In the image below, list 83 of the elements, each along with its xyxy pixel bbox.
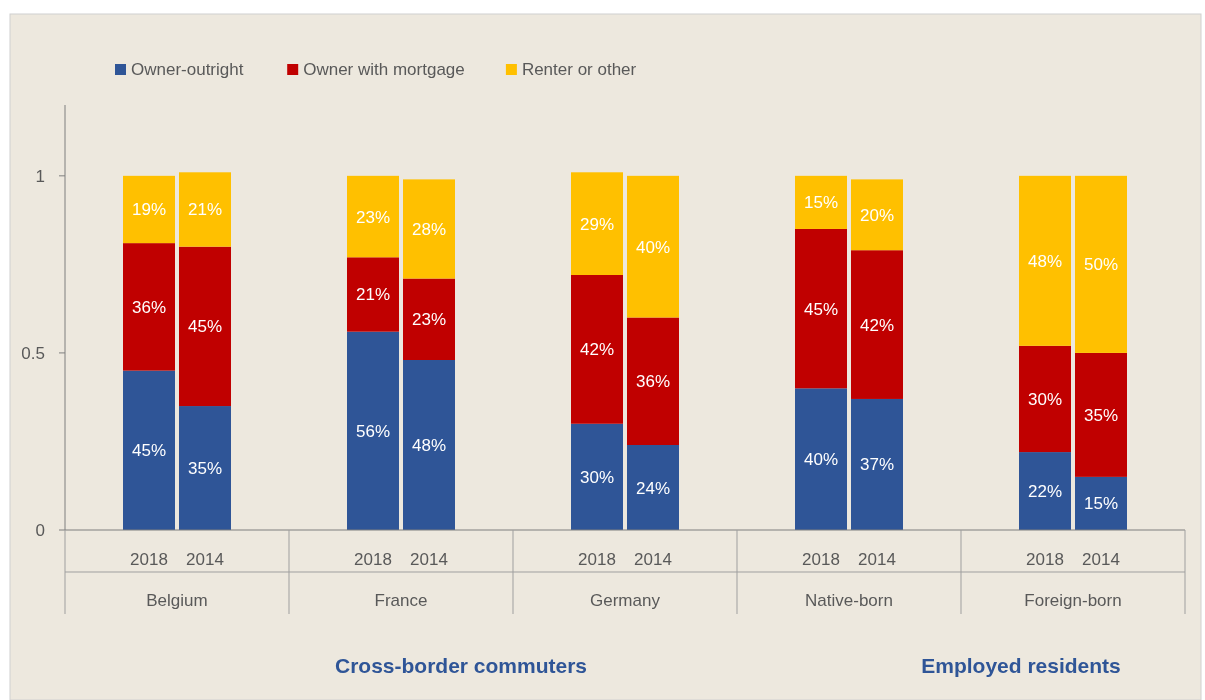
x-tick-label: 2014 [186, 550, 224, 569]
bar [1075, 352, 1127, 477]
bar [123, 243, 175, 371]
data-label: 19% [131, 200, 167, 220]
bar [571, 275, 623, 424]
data-label: 36% [131, 297, 167, 317]
bar [179, 246, 231, 407]
data-label: 37% [859, 455, 895, 475]
bar [795, 228, 847, 389]
x-tick-label: 2018 [802, 550, 840, 569]
data-label: 21% [355, 285, 391, 305]
text: Native-born [805, 591, 893, 610]
y-tick-label: 0.5 [21, 343, 45, 363]
x-tick-label: 2018 [130, 550, 168, 569]
data-label: 45% [803, 299, 839, 319]
x-tick-label: 2018 [354, 550, 392, 569]
bar [1019, 175, 1071, 346]
data-label: 15% [1083, 494, 1119, 514]
data-label: 48% [411, 436, 447, 455]
data-label: 42% [579, 340, 615, 360]
bar [1075, 476, 1127, 530]
data-label: 30% [579, 467, 615, 487]
data-label: 29% [579, 214, 615, 234]
y-tick-label: 0 [35, 521, 45, 540]
bar [851, 179, 903, 251]
data-label: 21% [187, 200, 223, 220]
data-label: 36% [635, 372, 671, 392]
data-label: 28% [411, 219, 447, 239]
bar [1019, 345, 1071, 453]
data-label: 40% [803, 450, 839, 470]
data-label: 35% [1083, 405, 1119, 425]
bar [627, 445, 679, 530]
bar [123, 370, 175, 530]
bar [795, 175, 847, 229]
x-tick-label: 2014 [858, 550, 896, 569]
bar [571, 172, 623, 275]
data-label: 50% [1083, 255, 1119, 275]
legend-label: Renter or other [521, 60, 637, 79]
bar [403, 179, 455, 279]
bar [403, 278, 455, 360]
text: Employed residents [921, 654, 1121, 677]
x-tick-label: 2014 [1082, 550, 1120, 569]
bar [851, 398, 903, 530]
bar [571, 423, 623, 530]
x-tick-label: 2014 [410, 550, 448, 569]
data-label: 48% [1027, 251, 1063, 271]
bar [795, 388, 847, 530]
data-label: 23% [411, 310, 447, 330]
bar [851, 250, 903, 399]
data-label: 42% [859, 315, 895, 335]
text: Germany [590, 591, 661, 610]
x-tick-label: 2014 [634, 550, 672, 569]
bar [1019, 452, 1071, 530]
data-label: 15% [803, 193, 839, 213]
x-tick-label: 2018 [578, 550, 616, 569]
data-label: 40% [635, 237, 671, 257]
bar [179, 406, 231, 530]
bar [627, 175, 679, 318]
data-label: 20% [859, 205, 895, 225]
x-tick-label: 2018 [1026, 550, 1064, 569]
bar [347, 257, 399, 332]
text: Belgium [146, 591, 208, 610]
data-label: 56% [355, 421, 391, 441]
bar [347, 331, 399, 530]
legend-label: Owner with mortgage [303, 60, 465, 79]
bar [403, 360, 455, 530]
text: Cross-border commuters [334, 654, 588, 677]
text: France [374, 591, 428, 610]
bar [627, 317, 679, 445]
data-label: 35% [187, 459, 223, 479]
legend-label: Owner-outright [131, 60, 244, 79]
data-label: 22% [1027, 482, 1063, 502]
data-label: 24% [635, 478, 671, 498]
bar [123, 175, 175, 244]
text: Foreign-born [1024, 591, 1122, 610]
data-label: 30% [1027, 389, 1063, 409]
y-tick-label: 1 [35, 166, 45, 186]
bar [347, 175, 399, 258]
data-label: 45% [187, 317, 223, 337]
bar [179, 172, 231, 247]
data-label: 23% [355, 207, 391, 227]
data-label: 45% [131, 441, 167, 461]
bar [1075, 175, 1127, 353]
